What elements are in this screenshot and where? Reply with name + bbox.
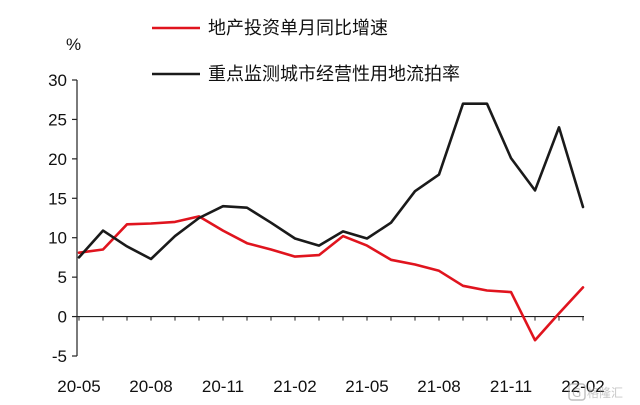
plot-area (77, 102, 585, 342)
watermark-text: 格隆汇 (587, 385, 623, 400)
x-tick-label: 21-11 (490, 377, 532, 396)
y-tick-label: 0 (58, 308, 67, 327)
logo-g-icon: G (568, 383, 586, 401)
x-tick-label: 21-05 (345, 377, 388, 396)
x-tick-label: 20-11 (202, 377, 244, 396)
svg-text:G: G (572, 386, 581, 400)
y-tick-label: 5 (58, 268, 67, 287)
legend-label-1: 地产投资单月同比增速 (208, 18, 388, 39)
x-tick-label: 20-05 (57, 377, 100, 396)
series-line-2 (77, 102, 585, 261)
x-tick-label: 22-02 (561, 377, 604, 396)
y-tick-label: 15 (48, 189, 67, 208)
y-tick-label: 25 (48, 110, 67, 129)
x-tick-label: 21-02 (273, 377, 316, 396)
y-tick-label: 10 (48, 229, 67, 248)
series-line-1 (77, 215, 585, 342)
y-tick-label: 20 (48, 150, 67, 169)
y-tick-label: 30 (48, 71, 67, 90)
watermark: G 格隆汇 (568, 383, 623, 401)
x-tick-label: 21-08 (417, 377, 460, 396)
y-tick-label: -5 (52, 347, 67, 366)
axes: -5 0 5 10 15 20 25 30 20-05 20-08 20-11 21-02 21-05 2… (48, 71, 605, 396)
legend-label-2: 重点监测城市经营性用地流拍率 (208, 64, 460, 85)
y-axis-unit: % (66, 35, 81, 54)
x-tick-label: 20-08 (129, 377, 172, 396)
